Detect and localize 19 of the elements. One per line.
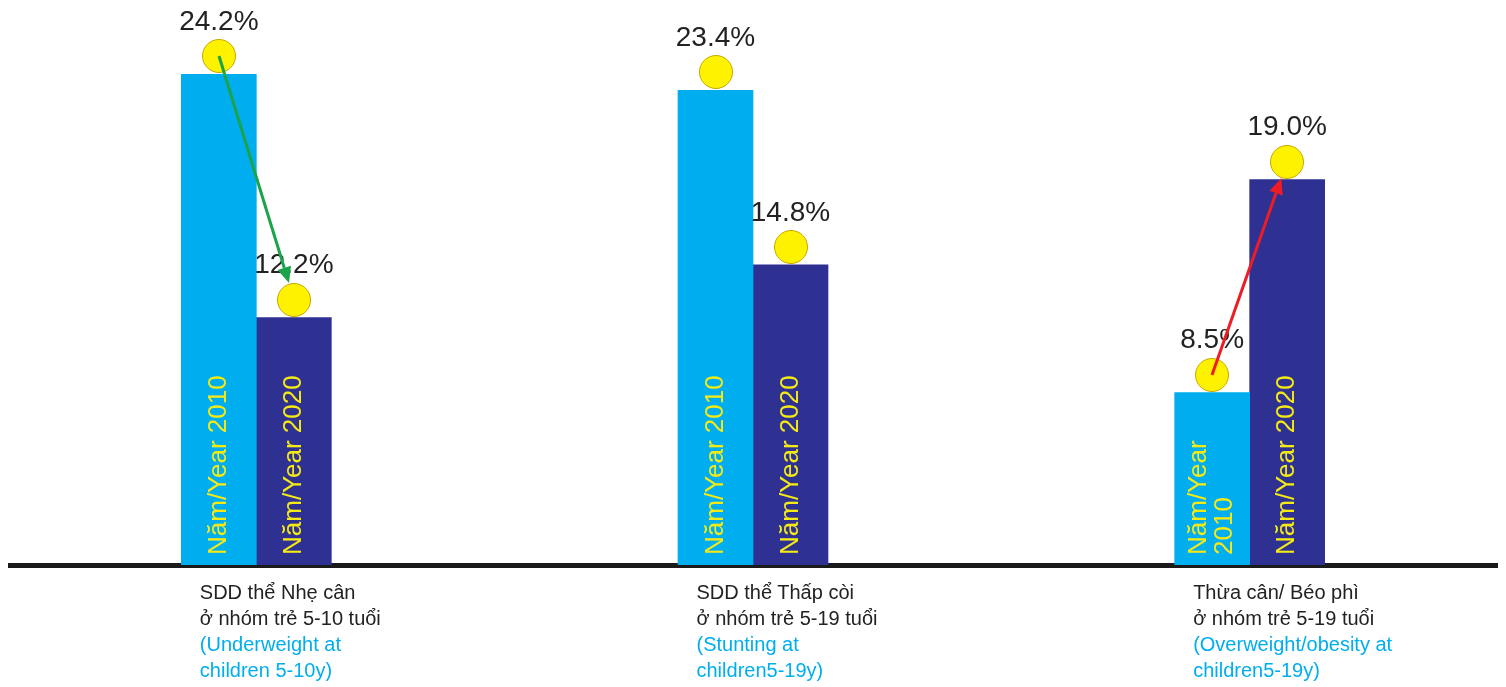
series-label: Năm/Year 2010 [1182,440,1239,555]
x-tick-label: Thừa cân/ Béo phì ở nhóm trẻ 5-19 tuổi (Overweight/obesity at children5-19y) [1193,580,1393,683]
x-tick-label: SDD thể Nhẹ cân ở nhóm trẻ 5-10 tuổi (Underweight at children 5-10y) [199,580,381,683]
bar [677,90,754,565]
data-label: 24.2% [179,4,259,36]
text: Năm/Year 2010 [202,375,233,555]
data-label: 19.0% [1247,110,1327,142]
text: Năm/Year 2020 [773,375,804,555]
bar [1174,392,1250,565]
bar [752,264,829,565]
bar [256,317,332,565]
bar [181,73,257,565]
data-label: 23.4% [675,21,756,53]
bar [1249,179,1325,565]
text: Năm/Year 2010 [698,375,729,555]
text: Năm/Year 2020 [1270,375,1301,555]
series-label: Năm/Year 2020 [277,375,308,555]
x-tick-label: SDD thể Thấp còi ở nhóm trẻ 5-19 tuổi (Stunting at children5-19y) [696,580,878,683]
data-label: 14.8% [750,195,831,227]
